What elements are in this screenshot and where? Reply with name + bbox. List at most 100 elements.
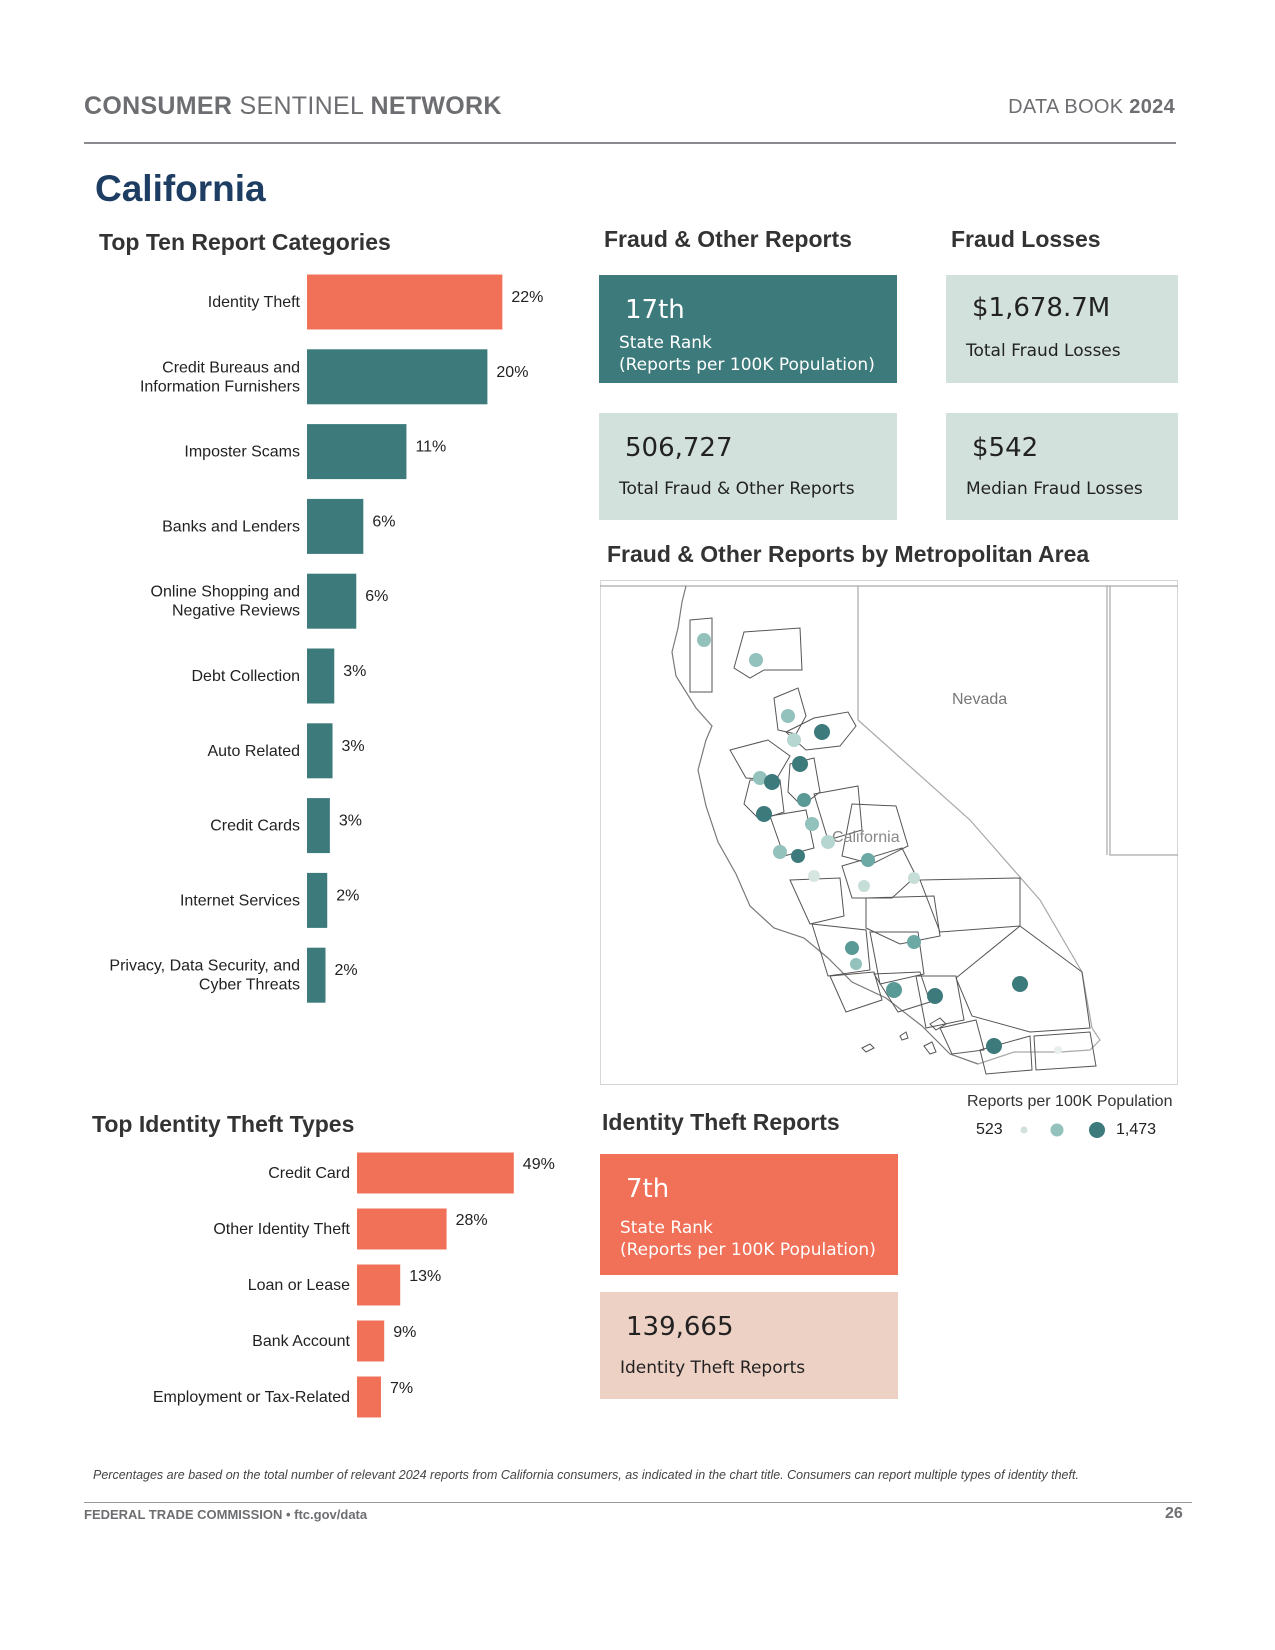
category-label: Banks and Lenders bbox=[162, 518, 300, 535]
county-slo bbox=[811, 923, 871, 977]
channel-islands bbox=[861, 1017, 947, 1055]
id-theft-reports-title: Identity Theft Reports bbox=[602, 1109, 840, 1135]
county-fresno bbox=[841, 847, 917, 899]
california-map-label: California bbox=[832, 829, 900, 846]
category-label: Cyber Threats bbox=[199, 977, 300, 994]
metro-dot bbox=[927, 988, 943, 1004]
bar bbox=[307, 274, 503, 330]
total-fraud-losses-label: Total Fraud Losses bbox=[966, 341, 1121, 361]
metro-dot bbox=[907, 935, 921, 949]
id-theft-types-title: Top Identity Theft Types bbox=[92, 1111, 355, 1137]
county-north-coast bbox=[689, 617, 713, 693]
id-theft-rank-label: State Rank bbox=[620, 1218, 713, 1238]
category-label: Privacy, Data Security, and bbox=[109, 958, 300, 975]
bar-value-label: 2% bbox=[334, 962, 357, 979]
total-reports-label: Total Fraud & Other Reports bbox=[619, 479, 855, 499]
metro-dot bbox=[781, 709, 795, 723]
bar bbox=[357, 1264, 401, 1306]
metro-dot bbox=[805, 817, 819, 831]
category-label: Credit Cards bbox=[210, 818, 300, 835]
metro-dot bbox=[821, 835, 835, 849]
bar bbox=[307, 947, 326, 1003]
bar bbox=[357, 1320, 385, 1362]
median-fraud-losses-value: $542 bbox=[972, 433, 1039, 463]
county-bay-north bbox=[729, 739, 791, 781]
legend-dot-medium bbox=[1050, 1123, 1064, 1137]
bar bbox=[307, 872, 328, 928]
county-santa-barbara bbox=[829, 971, 883, 1013]
state-rank-value: 17th bbox=[625, 295, 685, 325]
bar-value-label: 7% bbox=[390, 1380, 413, 1397]
footer-source: FEDERAL TRADE COMMISSION • ftc.gov/data bbox=[84, 1507, 368, 1522]
state-rank-card: 17th State Rank (Reports per 100K Popula… bbox=[599, 275, 897, 383]
category-label: Bank Account bbox=[252, 1333, 350, 1350]
fraud-other-title: Fraud & Other Reports bbox=[604, 226, 852, 252]
id-theft-reports-card: 139,665 Identity Theft Reports bbox=[600, 1292, 898, 1399]
total-reports-card: 506,727 Total Fraud & Other Reports bbox=[599, 413, 897, 520]
category-label: Loan or Lease bbox=[248, 1277, 350, 1294]
bar bbox=[307, 648, 335, 704]
top-ten-title: Top Ten Report Categories bbox=[99, 229, 391, 255]
ca-nv-border bbox=[857, 719, 1093, 1029]
data-book-label: DATA BOOK 2024 bbox=[1008, 96, 1175, 118]
ca-south-border bbox=[977, 1027, 1101, 1065]
bar bbox=[307, 424, 407, 480]
bar-value-label: 3% bbox=[343, 663, 366, 680]
county-san-diego bbox=[979, 1035, 1033, 1075]
map-legend-title: Reports per 100K Population bbox=[967, 1093, 1173, 1110]
county-stockton bbox=[787, 757, 821, 807]
county-riverside bbox=[939, 1019, 985, 1055]
bar bbox=[307, 573, 357, 629]
map-legend-max: 1,473 bbox=[1116, 1121, 1157, 1138]
metro-dot bbox=[791, 849, 805, 863]
id-theft-reports-label: Identity Theft Reports bbox=[620, 1358, 806, 1378]
top-ten-bar-chart: 22% Identity Theft 20% Credit Bureaus and In… bbox=[109, 274, 543, 1003]
bar-value-label: 13% bbox=[409, 1268, 441, 1285]
bar-value-label: 28% bbox=[456, 1212, 488, 1229]
map-legend-scale bbox=[1020, 1122, 1105, 1138]
metro-dot bbox=[808, 870, 820, 882]
bar bbox=[307, 349, 488, 405]
category-label: Internet Services bbox=[180, 892, 300, 909]
category-label: Identity Theft bbox=[208, 294, 301, 311]
metro-dot bbox=[845, 941, 859, 955]
county-modesto bbox=[813, 785, 863, 841]
metro-dot bbox=[986, 1038, 1002, 1054]
metro-dot bbox=[773, 845, 787, 859]
metro-title: Fraud & Other Reports by Metropolitan Ar… bbox=[607, 541, 1090, 567]
metro-dot bbox=[792, 756, 808, 772]
state-title: California bbox=[95, 168, 266, 209]
category-label: Information Furnishers bbox=[140, 378, 300, 395]
metro-dot bbox=[797, 793, 811, 807]
category-label: Auto Related bbox=[207, 743, 300, 760]
bar bbox=[307, 498, 364, 554]
metro-dot bbox=[886, 982, 902, 998]
state-rank-sublabel: (Reports per 100K Population) bbox=[619, 355, 875, 375]
state-rank-label: State Rank bbox=[619, 333, 712, 353]
category-label: Employment or Tax-Related bbox=[153, 1389, 350, 1406]
category-label: Imposter Scams bbox=[184, 444, 300, 461]
map-legend-min: 523 bbox=[976, 1121, 1003, 1138]
bar-value-label: 11% bbox=[415, 439, 446, 456]
metro-dots bbox=[697, 633, 1062, 1054]
bar-value-label: 6% bbox=[372, 513, 395, 530]
county-sacramento bbox=[785, 711, 857, 751]
category-label: Negative Reviews bbox=[172, 603, 300, 620]
bar bbox=[307, 723, 333, 779]
bar-value-label: 2% bbox=[336, 887, 359, 904]
total-reports-value: 506,727 bbox=[625, 433, 733, 463]
metro-dot bbox=[814, 724, 830, 740]
identity-theft-types-bar-chart: 49% Credit Card 28% Other Identity Theft 13%… bbox=[153, 1152, 555, 1418]
county-los-angeles bbox=[915, 975, 965, 1029]
bar bbox=[307, 798, 330, 854]
total-fraud-losses-card: $1,678.7M Total Fraud Losses bbox=[946, 275, 1178, 383]
legend-dot-small bbox=[1020, 1126, 1028, 1134]
bar-value-label: 9% bbox=[393, 1324, 416, 1341]
category-label: Credit Card bbox=[268, 1165, 350, 1182]
median-fraud-losses-label: Median Fraud Losses bbox=[966, 479, 1143, 499]
metro-dot bbox=[850, 958, 862, 970]
metro-dot bbox=[908, 872, 920, 884]
category-label: Debt Collection bbox=[192, 668, 301, 685]
page-number: 26 bbox=[1165, 1505, 1183, 1522]
county-redding bbox=[733, 627, 803, 679]
